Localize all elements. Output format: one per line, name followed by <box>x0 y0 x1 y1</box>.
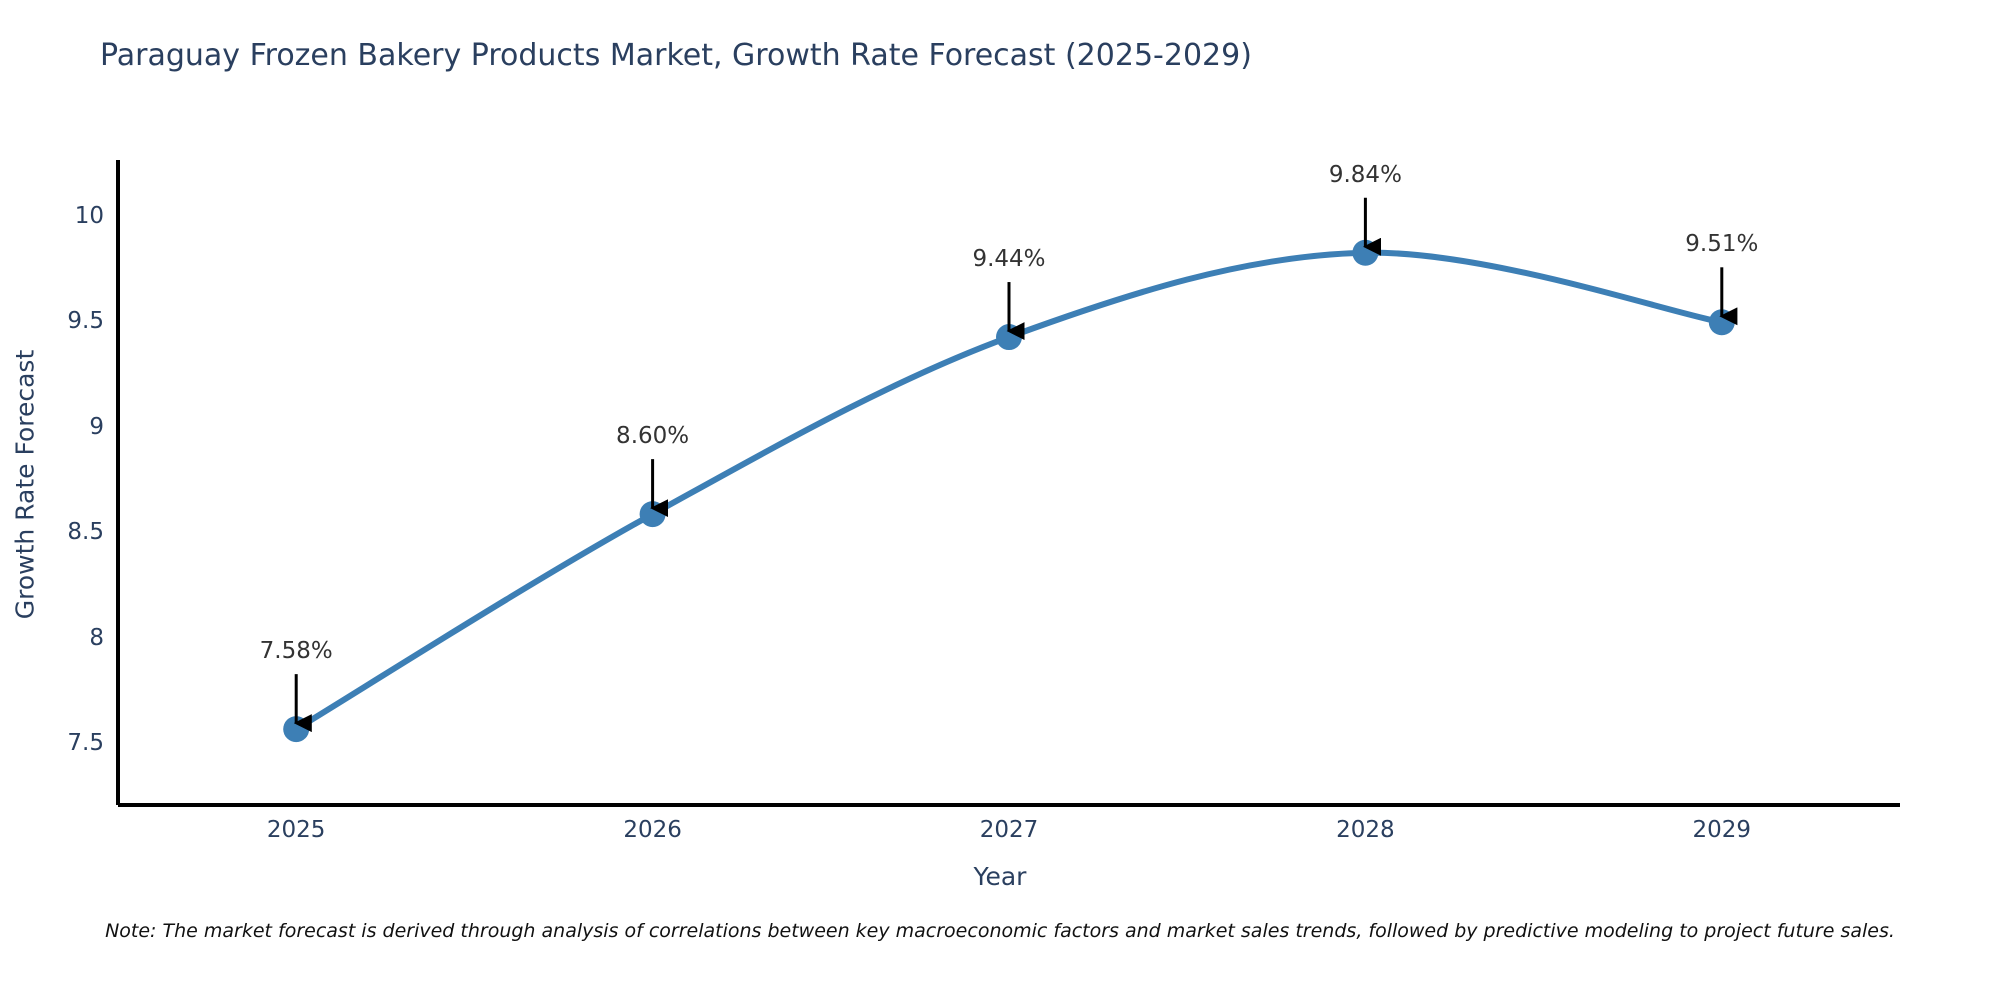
x-tick-label: 2029 <box>1692 817 1752 843</box>
y-tick-label: 9.5 <box>67 308 104 335</box>
data-point-label: 9.44% <box>972 246 1046 273</box>
x-tick-label: 2028 <box>1336 817 1395 843</box>
annotation-arrows <box>293 197 1738 733</box>
x-tick-label: 2026 <box>623 817 682 843</box>
chart-title: Paraguay Frozen Bakery Products Market, … <box>100 38 1252 73</box>
data-point-label: 9.51% <box>1685 231 1759 258</box>
x-tick-label: 2025 <box>266 817 326 843</box>
y-tick-label: 8 <box>89 624 104 651</box>
x-axis-title: Year <box>973 862 1027 891</box>
chart-note: Note: The market forecast is derived thr… <box>105 920 1895 942</box>
y-tick-label: 9 <box>89 413 104 440</box>
data-point-label: 8.60% <box>616 423 690 450</box>
data-point-label: 7.58% <box>259 638 333 665</box>
y-tick-label: 10 <box>74 203 104 230</box>
data-point-label: 9.84% <box>1328 161 1402 188</box>
y-tick-label: 7.5 <box>67 729 104 756</box>
x-tick-label: 2027 <box>979 817 1039 843</box>
y-tick-label: 8.5 <box>67 519 104 546</box>
